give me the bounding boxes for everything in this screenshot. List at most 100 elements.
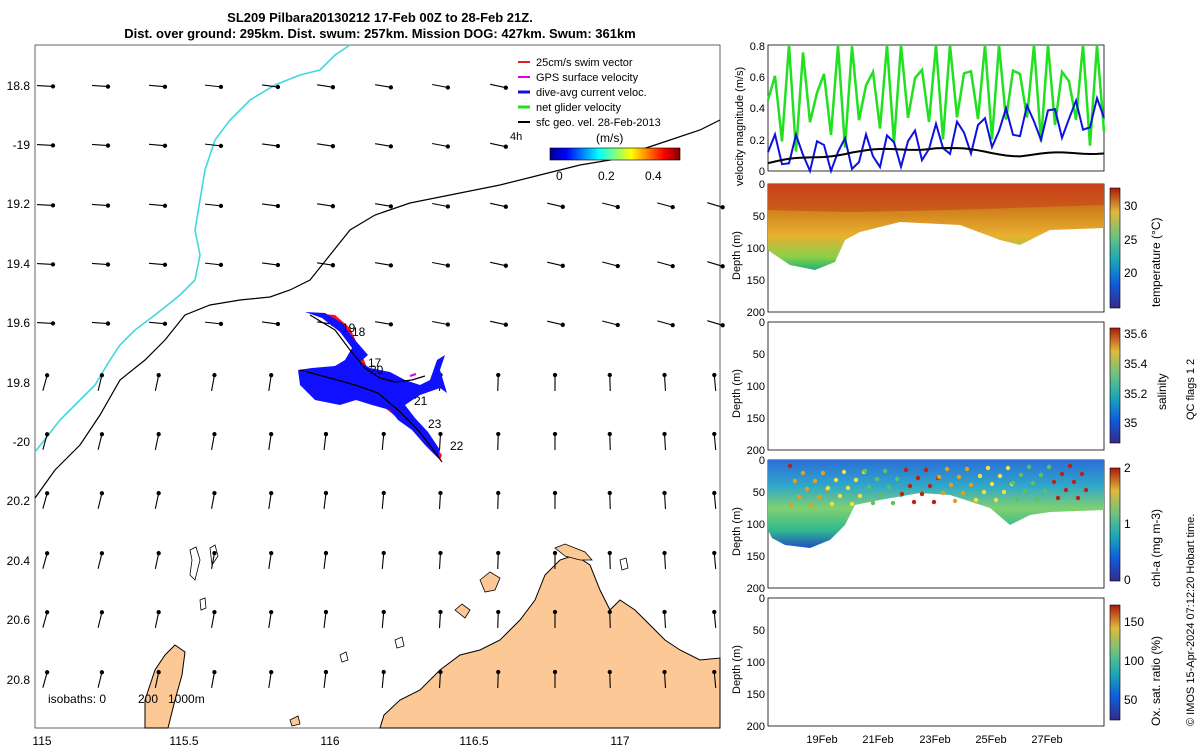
current-arrow-head [218,84,224,90]
chla-sample-dot [820,470,826,476]
current-arrow-head [445,144,451,149]
current-arrow [375,143,391,147]
chla-sample-dot [1083,487,1089,493]
current-arrow [490,261,506,267]
salinity-panel [767,321,1121,451]
current-arrow [323,492,327,510]
chla-sample-dot [964,466,970,472]
chla-sample-dot [1038,472,1044,478]
net-track-line [299,314,443,463]
lat-tick: 18.8 [7,79,31,93]
lat-tick: 20.4 [7,554,31,568]
vel-ytick: 0 [759,166,765,178]
current-arrow [97,672,103,688]
current-arrow-head [323,431,329,437]
chla-sample-dot [927,483,933,489]
chla-sample-dot [1026,464,1032,470]
ox-cbar-label: Ox. sat. ratio (%) [1149,636,1163,726]
salinity-colorbar [1109,327,1121,444]
current-arrow [375,84,391,88]
current-arrow-head [275,203,281,209]
current-arrow [268,672,272,688]
sal-cbar-label: salinity [1155,373,1169,410]
time-tick: 21Feb [862,734,893,746]
current-arrow-head [99,551,105,556]
current-arrow [42,672,48,688]
figure-title-line1: SL209 Pilbara20130212 17-Feb 00Z to 28-F… [227,10,533,25]
chla-sample-dot [1001,489,1007,495]
chla-sample-dot [788,502,794,508]
chla-sample-dot [1005,465,1011,471]
current-arrow [91,321,109,325]
lat-axis: 18.8 -19 19.2 19.4 19.6 19.8 -20 20.2 20… [7,79,31,687]
current-arrow-head [269,550,274,556]
sal-cbar-tick: 35 [1124,416,1138,430]
current-arrow-head [720,323,725,328]
current-arrow-head [503,322,508,327]
current-arrow-head [323,609,329,615]
map-panel: 19 18 17 20 21 23 22 25cm/s swim vector … [7,44,725,748]
current-arrow-head [438,431,443,437]
chla-sample-dot [829,501,835,507]
current-arrow [381,611,385,629]
current-arrow-head [662,372,667,378]
current-arrow [490,142,506,148]
current-arrow [713,552,717,570]
current-arrow-head [275,84,281,90]
chla-sample-dot [853,477,859,483]
current-arrow [42,553,48,569]
vel-ylabel: velocity magnitude (m/s) [734,67,746,186]
chla-ytick: 100 [747,519,765,531]
current-arrow-head [388,204,394,209]
current-arrow-head [162,84,168,89]
current-arrow [657,261,673,267]
current-arrow-head [503,204,508,209]
temp-cbar-label: temperature (°C) [1149,218,1163,308]
scale-label: 4h [510,131,522,143]
chla-sample-dot [1046,464,1052,470]
lon-tick: 116.5 [459,734,488,748]
current-arrow-head [99,610,105,615]
isobath-200m [34,119,721,499]
current-arrow [42,612,48,628]
chla-sample-dot [1030,480,1036,486]
chla-sample-dot [1071,479,1077,485]
sal-ytick: 50 [753,349,765,361]
time-tick: 23Feb [919,734,950,746]
current-arrow [381,671,385,689]
current-arrow-head [615,204,620,210]
current-arrow-head [445,204,451,209]
day-labels: 19 18 17 20 21 23 22 [342,321,464,453]
current-arrow-head [44,491,50,496]
side-notes: QC flags 1 2 © IMOS 15-Apr-2024 07:12:20… [1185,359,1197,726]
current-arrow [91,262,109,266]
day-label: 19 [342,321,356,335]
current-arrow-head [44,670,50,675]
chla-sample-dot [886,484,892,490]
current-arrow-head [670,263,675,269]
legend-item: dive-avg current veloc. [536,87,647,99]
chla-sample-dot [808,502,814,508]
current-arrow [375,262,391,266]
current-arrow-head [712,669,717,675]
current-arrow-head [50,262,56,267]
chla-sample-dot [845,485,851,491]
current-arrow-head [496,609,501,615]
chla-sample-dot [882,468,888,474]
copyright-note: © IMOS 15-Apr-2024 07:12:20 Hobart time. [1185,514,1197,726]
current-arrow [211,612,215,628]
depth-axes: 0 50 100 150 200 0 50 100 150 200 0 50 1… [747,179,765,733]
current-arrow [261,321,279,325]
chla-sample-dot [977,473,983,479]
current-arrow-head [381,609,386,615]
lat-tick: -19 [13,138,31,152]
current-arrow-head [156,610,161,615]
current-arrow-head [615,322,620,328]
current-arrow [713,374,717,392]
chla-sample-dot [833,477,839,483]
current-arrow [490,83,506,89]
time-tick: 19Feb [806,734,837,746]
current-arrow [547,261,563,267]
current-arrow [97,493,103,509]
current-arrow [211,493,215,509]
